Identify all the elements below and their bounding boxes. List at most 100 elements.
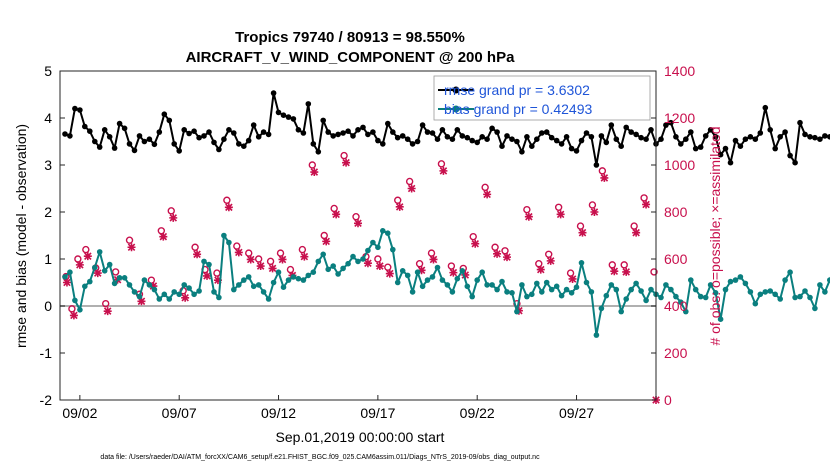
bias-point	[434, 264, 441, 271]
rmse-point	[146, 136, 153, 142]
rmse-point	[77, 107, 83, 113]
bias-point	[295, 275, 302, 282]
legend: rmse grand pr = 3.6302 bias grand pr = 0…	[433, 75, 651, 121]
bias-point	[67, 269, 73, 276]
bias-point	[255, 282, 262, 288]
rmse-point	[82, 123, 88, 130]
rmse-point	[712, 134, 719, 140]
bias-point	[568, 290, 575, 296]
legend-rmse-marker	[452, 86, 460, 94]
nobs-possible-point	[447, 262, 456, 270]
bias-point	[231, 286, 237, 293]
rmse-point	[742, 136, 749, 142]
nobs-possible-point	[620, 261, 628, 269]
nobs-assimilated-point	[278, 255, 287, 264]
bias-point	[747, 289, 754, 295]
bias-point	[613, 286, 620, 293]
nobs-possible-point	[554, 203, 563, 212]
rmse-point	[335, 131, 341, 138]
rmse-point	[454, 127, 461, 133]
rmse-point	[92, 138, 98, 145]
nobs-assimilated-point	[524, 212, 533, 221]
rmse-point	[166, 117, 173, 124]
bias-point	[191, 291, 197, 298]
rmse-point	[250, 122, 257, 128]
rmse-point	[345, 128, 351, 134]
rmse-point	[226, 127, 232, 133]
rmse-point	[245, 137, 252, 144]
bias-point	[742, 280, 749, 287]
nobs-possible-point	[254, 255, 263, 263]
left-y-tick-label: 0	[44, 298, 52, 314]
nobs-assimilated-point	[632, 228, 641, 237]
rmse-point	[553, 137, 560, 144]
bias-point	[82, 283, 88, 290]
rmse-point	[201, 133, 207, 139]
nobs-assimilated-point	[62, 278, 71, 287]
bias-point	[822, 289, 828, 295]
rmse-point	[707, 127, 714, 133]
nobs-assimilated-point	[169, 213, 178, 222]
rmse-point	[305, 101, 312, 107]
bias-point	[678, 299, 684, 306]
bias-point	[101, 268, 108, 274]
rmse-point	[186, 130, 192, 137]
nobs-possible-point	[469, 232, 477, 241]
rmse-point	[176, 148, 182, 154]
bias-point	[206, 261, 212, 268]
rmse-point	[767, 127, 773, 133]
rmse-point	[370, 129, 376, 135]
bias-point	[280, 284, 287, 291]
nobs-assimilated-point	[300, 252, 309, 261]
rmse-point	[623, 124, 629, 131]
nobs-possible-point	[608, 261, 616, 269]
rmse-point	[375, 137, 381, 144]
nobs-possible-point	[191, 243, 199, 251]
nobs-possible-point	[598, 167, 607, 175]
rmse-point	[633, 131, 639, 138]
bias-point	[792, 294, 798, 301]
rmse-point	[757, 130, 764, 136]
nobs-assimilated-point	[342, 158, 351, 167]
rmse-point	[96, 144, 103, 150]
rmse-point	[648, 127, 654, 133]
rmse-point	[131, 147, 138, 154]
x-tick-label: 09/02	[62, 405, 97, 421]
nobs-possible-point	[340, 151, 348, 160]
nobs-possible-point	[588, 201, 597, 209]
right-y-tick-label: 400	[664, 298, 688, 314]
bias-point	[146, 282, 153, 288]
nobs-assimilated-point	[449, 268, 458, 277]
bias-point	[762, 289, 769, 295]
left-y-tick-label: 2	[44, 204, 52, 220]
rmse-point	[439, 127, 446, 133]
rmse-point	[618, 143, 624, 149]
x-axis-label: Sep.01,2019 00:00:00 start	[276, 429, 445, 445]
rmse-point	[365, 131, 371, 138]
bias-point	[375, 244, 381, 251]
nobs-assimilated-point	[395, 202, 404, 211]
rmse-point	[350, 133, 356, 139]
plot-frame	[59, 70, 657, 401]
bias-point	[797, 293, 803, 300]
rmse-point	[399, 133, 406, 139]
bias-point	[439, 277, 446, 283]
right-y-tick-label: 1000	[664, 157, 695, 173]
nobs-assimilated-point	[556, 210, 565, 219]
bias-point	[499, 278, 505, 285]
rmse-point	[161, 111, 168, 117]
rmse-point	[663, 122, 669, 128]
bias-point	[350, 253, 356, 260]
rmse-point	[573, 148, 580, 154]
rmse-point	[385, 120, 391, 127]
right-y-tick-label: 1400	[664, 63, 695, 79]
bias-point	[315, 258, 322, 265]
nobs-assimilated-point	[224, 203, 233, 212]
rmse-point	[464, 134, 471, 141]
bias-point	[588, 289, 595, 295]
bias-point	[449, 289, 456, 295]
rmse-point	[593, 162, 600, 168]
bias-point	[553, 283, 560, 290]
rmse-point	[156, 129, 163, 135]
nobs-assimilated-point	[578, 228, 587, 237]
